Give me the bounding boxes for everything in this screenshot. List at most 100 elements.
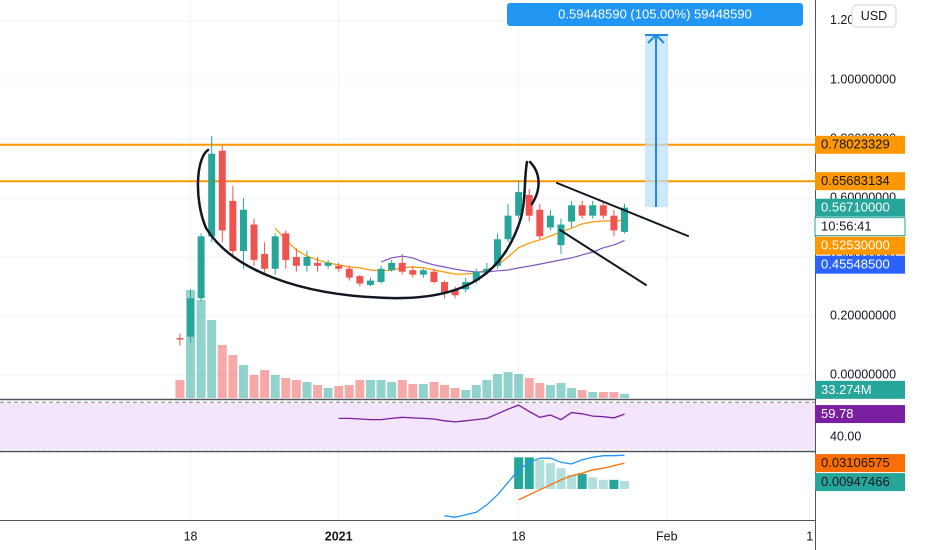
volume-bar [217, 345, 227, 398]
volume-bar [238, 365, 248, 398]
trend-line [559, 229, 647, 286]
candle-body [366, 280, 374, 286]
volume-bar [196, 300, 206, 398]
macd-histogram-bar [577, 474, 587, 489]
macd-histogram-bar [545, 463, 555, 489]
volume-bar [207, 320, 217, 398]
candle-body [398, 262, 406, 272]
y-tick-label: 1.00000000 [830, 72, 896, 86]
candle-body [589, 205, 597, 216]
macd-histogram-bar [619, 481, 629, 489]
hline-price-label-box [815, 135, 905, 154]
candle-body [430, 271, 438, 283]
volume-bar [323, 388, 333, 398]
signal-value-label-box [815, 454, 905, 473]
candle-body [250, 224, 258, 260]
candle-body [493, 239, 501, 266]
volume-bar [609, 392, 619, 398]
currency-button[interactable]: USD [851, 4, 897, 28]
candle-body [536, 209, 544, 237]
candle-body [303, 256, 311, 266]
candle-body [388, 262, 396, 271]
volume-bar [598, 392, 608, 398]
candle-body [483, 268, 491, 272]
volume-bar [387, 382, 397, 398]
x-tick-label: 18 [512, 529, 526, 543]
y-tick-label: 0.00000000 [830, 367, 896, 381]
x-tick-label: 1 [806, 529, 813, 543]
volume-bar [503, 372, 513, 398]
cup-drawing [528, 160, 540, 206]
y-tick-label: 40.00 [830, 429, 861, 443]
rsi-line [338, 404, 625, 423]
hline-price-label: 0.78023329 [821, 137, 890, 152]
candle-body [282, 233, 290, 260]
volume-bar [334, 386, 344, 398]
price-label: 0.45548500 [821, 257, 890, 272]
candle-body [314, 262, 322, 266]
y-tick-label: 0.20000000 [830, 308, 896, 322]
hline-price-label: 0.65683134 [821, 173, 890, 188]
measure-tool: 0.59448590 (105.00%) 59448590 [507, 3, 803, 207]
volume-bar [408, 384, 418, 398]
cup-drawing [196, 148, 529, 300]
volume-bar [461, 390, 471, 398]
volume-bar [440, 385, 450, 398]
hline-price-label-box [815, 172, 905, 191]
rsi-band [0, 403, 815, 449]
price-label: 0.56710000 [821, 200, 890, 215]
candle-body [261, 254, 269, 269]
macd-histogram-bar [588, 477, 598, 489]
volume-bar [270, 375, 280, 398]
macd-line [518, 462, 625, 501]
volume-bar [397, 380, 407, 398]
macd-histogram-bar [609, 479, 619, 489]
countdown-label: 10:56:41 [821, 219, 872, 234]
macd-histogram-bar [535, 459, 545, 489]
candle-body [515, 192, 523, 216]
macd-line [444, 454, 625, 518]
volume-bar [249, 375, 259, 398]
volume-bar [577, 390, 587, 398]
candle-body [568, 205, 576, 222]
volume-bar [450, 388, 460, 398]
volume-bar [344, 385, 354, 398]
x-tick-label: Feb [656, 529, 678, 543]
candle-body [197, 236, 205, 299]
candle-body [472, 271, 480, 281]
price-label: 0.52530000 [821, 238, 890, 253]
signal-value-label: 0.03106575 [821, 455, 890, 470]
candle-body [620, 207, 628, 232]
candle-body [504, 215, 512, 240]
volume-bar [302, 382, 312, 398]
macd-histogram-bar [556, 468, 566, 489]
candle-body [356, 276, 364, 284]
volume-bar [588, 392, 598, 398]
macd-histogram-bar [598, 479, 608, 489]
volume-bar [175, 380, 185, 398]
candle-body [292, 256, 300, 266]
currency-button-box[interactable] [851, 4, 897, 28]
volume-bar [545, 385, 555, 398]
volume-bar [365, 380, 375, 398]
candle-body [525, 195, 533, 216]
candle-body [176, 338, 184, 340]
rsi-value-label: 59.78 [821, 406, 854, 421]
volume-bar [567, 388, 577, 398]
candle-body [377, 268, 385, 283]
histogram-value-label-box [815, 473, 905, 492]
candle-body [441, 282, 449, 293]
candle-body [409, 270, 417, 275]
candle-body [546, 215, 554, 228]
volume-bar [228, 355, 238, 398]
x-tick-label: 18 [184, 529, 198, 543]
volume-bar [524, 378, 534, 398]
candle-body [239, 209, 247, 252]
trend-line [556, 182, 689, 237]
price-label-box [815, 236, 905, 255]
volume-bar [471, 385, 481, 398]
volume-bar [429, 382, 439, 398]
currency-label[interactable]: USD [861, 9, 887, 23]
candle-body [599, 205, 607, 216]
